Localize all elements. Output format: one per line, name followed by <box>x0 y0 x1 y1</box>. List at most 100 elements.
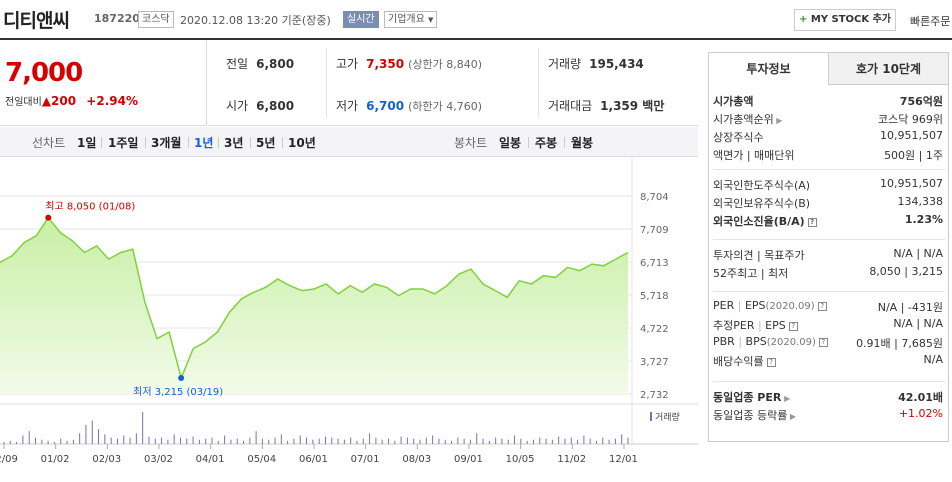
info-row[interactable]: 시가총액순위 ▶ 코스닥 969위 <box>713 111 943 129</box>
help-icon[interactable]: ? <box>817 301 827 311</box>
info-value: N/A <box>923 353 943 366</box>
y-tick-label: 7,709 <box>640 225 669 236</box>
y-tick-label: 6,713 <box>640 258 669 269</box>
info-row[interactable]: PER | EPS(2020.09)? N/A | -431원 <box>713 299 943 317</box>
price-change: 전일대비▲200 +2.94% <box>5 93 138 108</box>
candle-monthly[interactable]: 월봉 <box>571 136 594 150</box>
info-label: 외국인한도주식수(A) <box>713 179 811 192</box>
x-tick-label: 07/01 <box>351 454 380 465</box>
info-row[interactable]: 동일업종 등락률 ▶ +1.02% <box>713 407 943 425</box>
investment-info-panel: 투자정보 호가 10단계 시가총액 756억원 시가총액순위 ▶ 코스닥 969위 상장… <box>708 52 949 442</box>
x-tick-label: 03/02 <box>144 454 173 465</box>
info-row[interactable]: 추정PER | EPS? N/A | N/A <box>713 317 943 335</box>
period-1d[interactable]: 1일 <box>77 136 97 150</box>
info-value: N/A | -431원 <box>877 301 943 314</box>
help-icon[interactable]: ? <box>788 321 798 331</box>
period-10y[interactable]: 10년 <box>288 136 316 150</box>
volume-legend-label: 거래량 <box>655 411 680 423</box>
y-tick-label: 4,722 <box>640 324 669 335</box>
info-label: PER | EPS(2020.09)? <box>713 299 827 312</box>
period-3m[interactable]: 3개월 <box>151 136 182 150</box>
info-row: 상장주식수 10,951,507 <box>713 129 943 147</box>
info-row[interactable]: 배당수익률? N/A <box>713 353 943 371</box>
candle-chart-label: 봉차트 <box>454 136 488 150</box>
info-row[interactable]: 외국인소진율(B/A)? 1.23% <box>713 213 943 231</box>
separator <box>145 137 146 148</box>
info-row: 52주최고 | 최저 8,050 | 3,215 <box>713 265 943 283</box>
candle-weekly[interactable]: 주봉 <box>535 136 558 150</box>
info-label: 액면가 | 매매단위 <box>713 149 795 162</box>
chevron-down-icon: ▼ <box>428 16 434 24</box>
price-stats: 전일 6,800 시가 6,800 고가 7,350 (상한가 8,840) 저가 6,7… <box>208 40 698 126</box>
separator <box>101 137 102 148</box>
price-chart[interactable]: 8,704 7,709 6,713 5,718 4,722 3,727 2,732 최고 8,… <box>0 157 698 482</box>
info-label: 외국인소진율(B/A)? <box>713 213 817 229</box>
info-value: N/A | N/A <box>893 317 943 330</box>
period-1y[interactable]: 1년 <box>194 136 214 150</box>
info-label: 동일업종 PER ▶ <box>713 391 791 404</box>
tab-investment-info[interactable]: 투자정보 <box>708 52 829 85</box>
separator <box>282 137 283 148</box>
stat-prev-close: 전일 6,800 <box>226 57 295 71</box>
change-label: 전일대비 <box>5 97 42 108</box>
quick-order-link[interactable]: 빠른주문 <box>910 15 951 28</box>
help-icon[interactable]: ? <box>807 217 817 227</box>
change-value: 200 <box>51 94 77 108</box>
x-tick-label: 08/03 <box>402 454 431 465</box>
info-label: 동일업종 등락률 ▶ <box>713 409 797 422</box>
realtime-button[interactable]: 실시간 <box>343 11 379 28</box>
section-divider <box>713 381 945 382</box>
x-tick-label: 10/05 <box>506 454 535 465</box>
info-value: 756억원 <box>899 95 943 108</box>
info-value: N/A | N/A <box>893 247 943 260</box>
price-summary: 7,000 전일대비▲200 +2.94% <box>0 40 207 126</box>
info-value: 10,951,507 <box>880 129 943 142</box>
tab-orderbook[interactable]: 호가 10단계 <box>828 52 949 85</box>
info-row: 투자의견 | 목표주가 N/A | N/A <box>713 247 943 265</box>
x-tick-label: 06/01 <box>299 454 328 465</box>
info-label: 시가총액 <box>713 95 754 108</box>
info-row[interactable]: 동일업종 PER ▶ 42.01배 <box>713 389 943 407</box>
separator <box>250 137 251 148</box>
x-tick-label: 11/02 <box>557 454 586 465</box>
x-tick-label: 09/01 <box>454 454 483 465</box>
x-tick-label: 12/01 <box>609 454 638 465</box>
stats-divider <box>326 48 327 118</box>
add-mystock-label: MY STOCK 추가 <box>810 14 892 25</box>
info-label: 상장주식수 <box>713 131 764 144</box>
period-5y[interactable]: 5년 <box>256 136 276 150</box>
market-badge: 코스닥 <box>138 11 174 28</box>
info-label: 투자의견 | 목표주가 <box>713 249 805 262</box>
x-tick-label: 12/09 <box>0 454 18 465</box>
info-label: 52주최고 | 최저 <box>713 267 789 280</box>
y-tick-label: 2,732 <box>640 390 669 401</box>
info-value: 500원 | 1주 <box>884 149 943 162</box>
help-icon[interactable]: ? <box>766 357 776 367</box>
info-label: 추정PER | EPS? <box>713 317 798 333</box>
period-3y[interactable]: 3년 <box>224 136 244 150</box>
stat-low: 저가 6,700 (하한가 4,760) <box>336 99 482 113</box>
price-area <box>0 217 628 394</box>
y-tick-label: 3,727 <box>640 357 669 368</box>
period-1w[interactable]: 1주일 <box>108 136 139 150</box>
company-name: 디티앤씨 <box>3 10 70 32</box>
price-line <box>0 216 629 381</box>
info-value: 42.01배 <box>898 391 943 404</box>
help-icon[interactable]: ? <box>818 337 828 347</box>
candle-daily[interactable]: 일봉 <box>499 136 522 150</box>
chevron-right-icon: ▶ <box>773 116 783 125</box>
info-label: 외국인보유주식수(B) <box>713 197 811 210</box>
section-divider <box>713 291 945 292</box>
section-divider <box>713 239 945 240</box>
section-divider <box>713 169 945 170</box>
up-arrow-icon: ▲ <box>41 94 52 108</box>
plus-icon: + <box>798 14 808 25</box>
info-row[interactable]: PBR | BPS(2020.09)? 0.91배 | 7,685원 <box>713 335 943 353</box>
add-mystock-button[interactable]: + MY STOCK 추가 <box>794 9 896 31</box>
separator <box>218 137 219 148</box>
info-tabs: 투자정보 호가 10단계 <box>708 52 949 85</box>
info-label: PBR | BPS(2020.09)? <box>713 335 828 348</box>
y-tick-label: 8,704 <box>640 192 669 203</box>
company-info-dropdown[interactable]: 기업개요 ▼ <box>384 11 438 28</box>
